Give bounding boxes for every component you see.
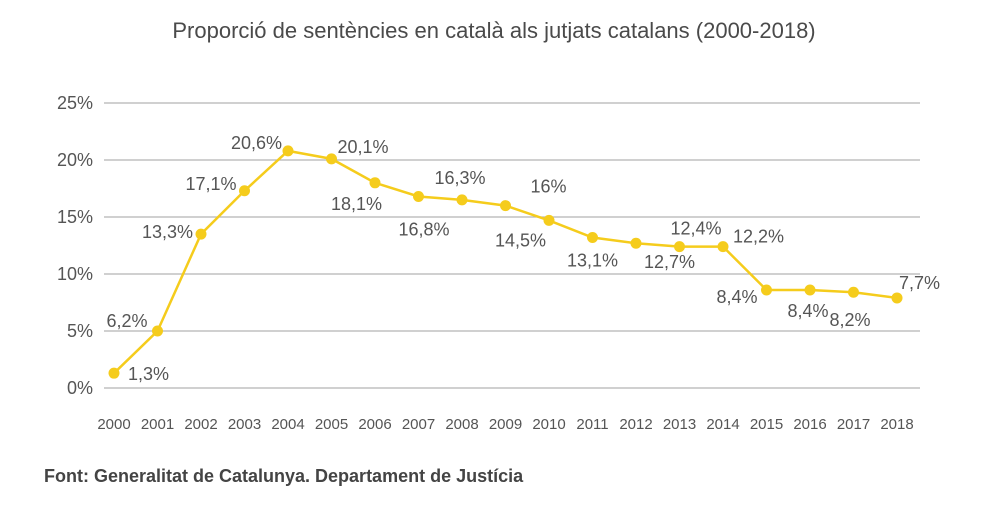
data-point [674,241,685,253]
data-label: 8,2% [830,310,871,330]
data-label: 1,3% [128,364,169,384]
y-tick-label: 25% [57,93,93,113]
x-tick-label: 2002 [184,416,217,433]
source-note: Font: Generalitat de Catalunya. Departam… [44,466,524,486]
x-tick-label: 2007 [402,416,435,433]
x-tick-label: 2013 [663,416,696,433]
x-axis-ticks: 2000 2001 2002 2003 2004 2005 2006 2007 2008 2009… [97,416,913,433]
x-tick-label: 2008 [445,416,478,433]
y-axis-ticks: 0% 5% 10% 15% 20% 25% [57,93,93,398]
data-label: 6,2% [106,311,147,331]
data-label: 13,1% [567,251,618,271]
data-label: 12,7% [644,252,695,272]
x-tick-label: 2009 [489,416,522,433]
y-tick-label: 5% [67,321,93,341]
x-tick-label: 2006 [358,416,391,433]
data-label: 12,4% [671,219,722,239]
data-label: 7,7% [899,273,940,293]
grid-lines [104,102,920,389]
data-point [369,177,381,189]
data-label: 20,1% [338,137,389,157]
chart-title: Proporció de sentències en català als ju… [172,18,815,43]
x-tick-label: 2005 [315,416,348,433]
data-point [804,284,816,296]
data-labels: 1,3% 6,2% 13,3% 17,1% 20,6% 20,1% 18,1% 16,8% 16… [106,133,940,384]
x-tick-label: 2010 [532,416,565,433]
data-label: 8,4% [787,301,828,321]
y-tick-label: 0% [67,378,93,398]
data-label: 17,1% [185,174,236,194]
x-tick-label: 2004 [271,416,304,433]
data-point [848,286,859,298]
x-tick-label: 2017 [837,416,870,433]
data-point [543,214,555,226]
data-points [108,145,903,379]
x-tick-label: 2014 [706,416,739,433]
x-tick-label: 2001 [141,416,174,433]
data-point [630,237,642,249]
data-point [239,185,250,197]
data-label: 8,4% [716,287,757,307]
x-tick-label: 2015 [750,416,783,433]
data-label: 13,3% [142,222,193,242]
y-tick-label: 10% [57,264,93,284]
data-label: 16,8% [399,219,450,239]
x-tick-label: 2012 [619,416,652,433]
data-point [456,194,468,206]
data-point [717,241,729,253]
x-tick-label: 2003 [228,416,261,433]
data-point [891,292,903,304]
x-tick-label: 2016 [793,416,826,433]
data-point [413,190,424,202]
data-label: 14,5% [495,230,546,250]
data-point [152,325,163,337]
data-label: 18,1% [331,194,382,214]
x-tick-label: 2000 [97,416,130,433]
data-point [108,367,120,379]
data-label: 20,6% [231,133,282,153]
data-label: 16% [531,177,567,197]
data-point [761,284,772,296]
data-point [282,145,294,157]
data-point [326,153,337,165]
data-point [587,232,598,244]
data-label: 16,3% [434,168,485,188]
line-chart: Proporció de sentències en català als ju… [57,18,940,433]
y-tick-label: 15% [57,207,93,227]
data-label: 12,2% [733,227,784,247]
data-point [500,200,511,212]
y-tick-label: 20% [57,150,93,170]
x-tick-label: 2011 [576,416,608,433]
data-point [195,228,207,240]
x-tick-label: 2018 [880,416,913,433]
